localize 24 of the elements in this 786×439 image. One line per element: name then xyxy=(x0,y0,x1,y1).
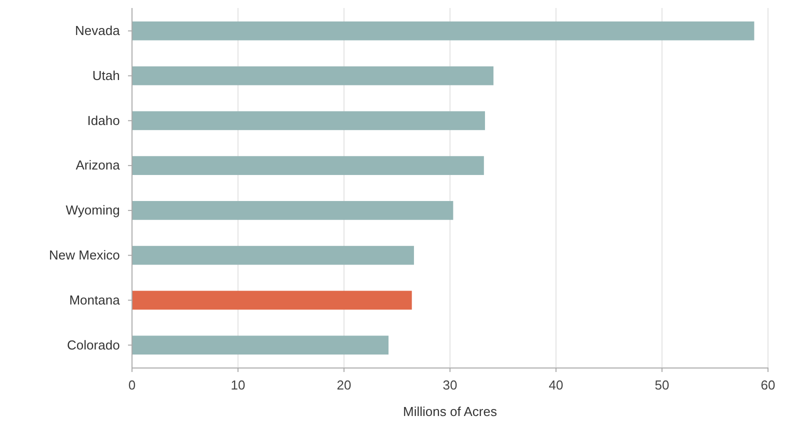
y-tick-label: Colorado xyxy=(67,337,120,352)
x-tick-label: 60 xyxy=(760,377,776,392)
x-tick-label: 40 xyxy=(548,377,564,392)
bar xyxy=(132,66,494,86)
x-tick-label: 0 xyxy=(128,377,136,392)
y-tick-label: Montana xyxy=(69,292,121,308)
y-tick-label: New Mexico xyxy=(49,247,120,262)
bar xyxy=(132,156,484,175)
y-tick-label: Nevada xyxy=(74,23,121,38)
x-tick-label: 10 xyxy=(230,377,246,392)
bar xyxy=(132,111,485,130)
x-tick-label: 50 xyxy=(654,377,670,392)
x-axis-title: Millions of Acres xyxy=(403,404,498,419)
bar xyxy=(132,201,454,220)
bar xyxy=(132,246,414,265)
y-tick-label: Wyoming xyxy=(66,202,120,218)
y-tick-label: Utah xyxy=(92,68,120,83)
bar xyxy=(132,21,754,40)
bar xyxy=(132,336,389,355)
x-tick-label: 30 xyxy=(442,377,458,392)
y-tick-label: Idaho xyxy=(87,112,120,128)
bar xyxy=(132,290,412,310)
x-tick-label: 20 xyxy=(336,377,352,392)
y-tick-label: Arizona xyxy=(76,158,121,173)
